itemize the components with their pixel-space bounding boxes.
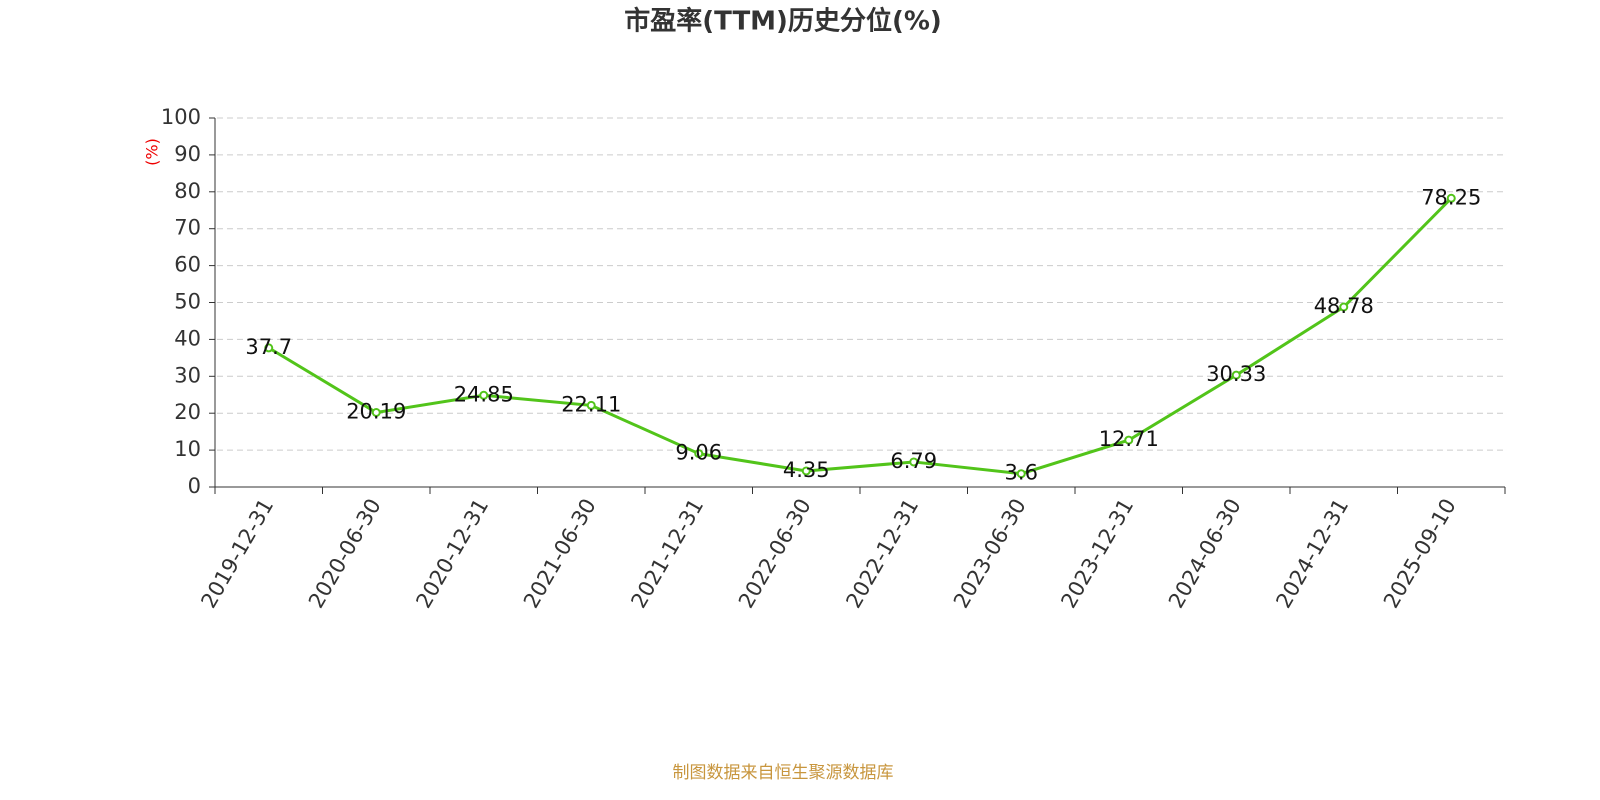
x-tick-label: 2021-12-31 <box>626 495 708 613</box>
y-tick-label: 20 <box>174 400 201 424</box>
x-tick-label: 2024-12-31 <box>1271 495 1353 613</box>
y-tick-label: 100 <box>161 105 201 129</box>
data-line <box>267 197 1453 476</box>
data-label: 78.25 <box>1421 185 1481 209</box>
y-tick-label: 50 <box>174 290 201 314</box>
data-label: 12.71 <box>1099 427 1159 451</box>
data-point <box>479 390 489 400</box>
x-tick-label: 2019-12-31 <box>196 495 278 613</box>
data-label: 4.35 <box>783 458 830 482</box>
x-tick-label: 2022-12-31 <box>841 495 923 613</box>
x-tick-label: 2020-12-31 <box>411 495 493 613</box>
source-note: 制图数据来自恒生聚源数据库 <box>673 763 894 783</box>
y-tick-label: 60 <box>174 253 201 277</box>
data-point <box>694 449 704 459</box>
chart-title: 市盈率(TTM)历史分位(%) <box>624 6 942 37</box>
x-tick-label: 2023-06-30 <box>949 495 1031 613</box>
data-label: 48.78 <box>1314 294 1374 318</box>
y-axis-title: (%) <box>143 138 162 166</box>
x-tick-label: 2024-06-30 <box>1164 495 1246 613</box>
y-tick-label: 30 <box>174 363 201 387</box>
x-tick-label: 2020-06-30 <box>304 495 386 613</box>
data-point <box>801 466 811 476</box>
data-label: 6.79 <box>890 449 937 473</box>
data-point <box>264 343 274 353</box>
x-tick-label: 2022-06-30 <box>734 495 816 613</box>
data-label: 22.11 <box>561 392 621 416</box>
y-tick-label: 40 <box>174 326 201 350</box>
data-point <box>909 457 919 467</box>
data-label: 9.06 <box>675 441 722 465</box>
y-tick-label: 10 <box>174 437 201 461</box>
y-tick-label: 80 <box>174 179 201 203</box>
data-point <box>1231 370 1241 380</box>
data-point <box>586 400 596 410</box>
x-tick-label: 2025-09-10 <box>1379 495 1461 613</box>
y-tick-label: 70 <box>174 216 201 240</box>
data-label: 20.19 <box>346 399 406 423</box>
data-label: 24.85 <box>454 382 514 406</box>
data-point <box>1016 469 1026 479</box>
data-point <box>1446 193 1456 203</box>
data-label: 3.6 <box>1005 461 1038 485</box>
x-tick-label: 2021-06-30 <box>519 495 601 613</box>
data-point <box>371 407 381 417</box>
data-point <box>1124 435 1134 445</box>
y-tick-label: 90 <box>174 142 201 166</box>
data-point <box>1339 302 1349 312</box>
x-tick-label: 2023-12-31 <box>1056 495 1138 613</box>
data-label: 30.33 <box>1206 362 1266 386</box>
y-tick-label: 0 <box>188 474 201 498</box>
data-label: 37.7 <box>245 335 292 359</box>
